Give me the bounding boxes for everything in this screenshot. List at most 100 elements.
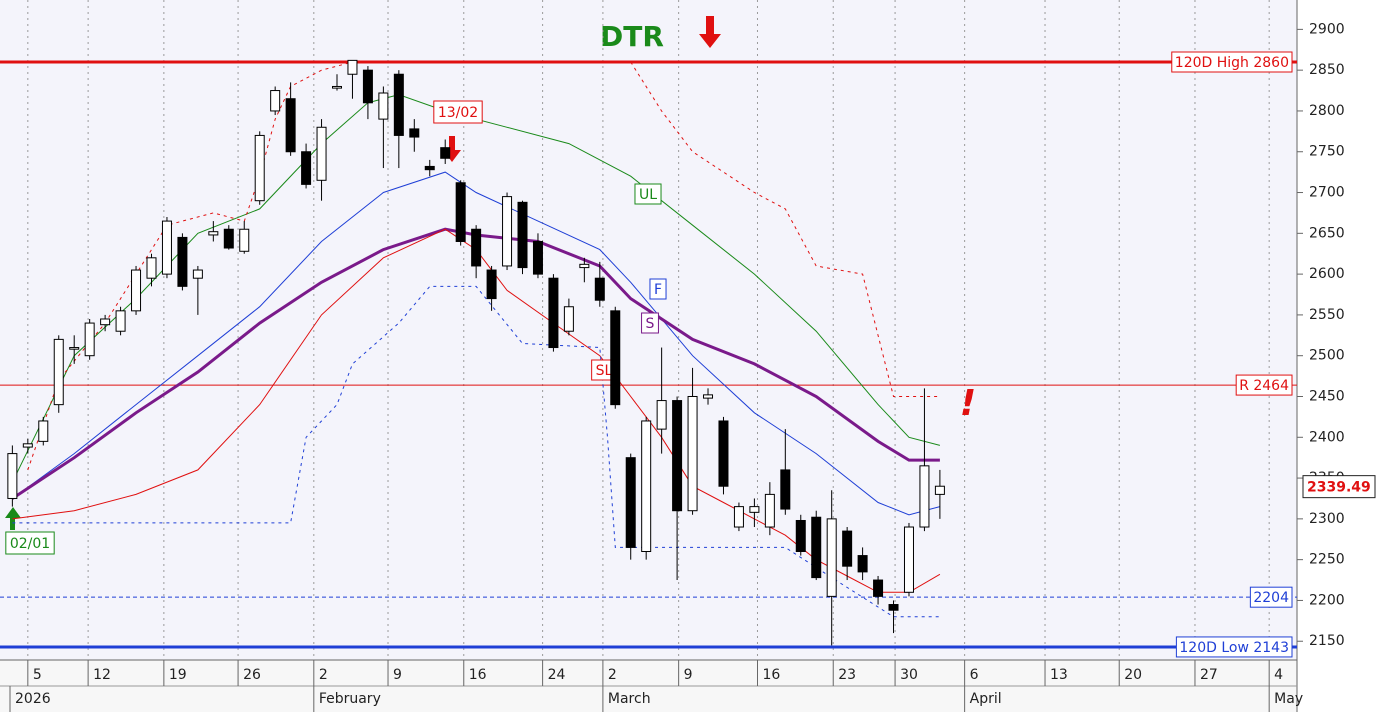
candle-body (7, 453, 18, 499)
x-tick-label: 24 (548, 667, 566, 683)
level-label-box (1249, 586, 1293, 608)
candle-body (517, 201, 528, 269)
x-tick-label: 30 (900, 667, 918, 683)
y-tick-label: 2600 (1309, 266, 1345, 282)
candle-body (610, 310, 621, 406)
x-tick-label: 16 (469, 667, 487, 683)
annotation: ! (960, 383, 976, 424)
candle-body (703, 394, 714, 399)
candle-body (579, 263, 590, 269)
candle-body (316, 126, 327, 181)
annotation: 13/02 (438, 105, 478, 121)
annotation-box (433, 100, 483, 124)
candle-body (131, 269, 142, 312)
last-price-label: 2339.49 (1307, 480, 1371, 496)
candle-body (826, 518, 837, 597)
x-tick-label: 27 (1200, 667, 1218, 683)
candle-body (764, 493, 775, 528)
series-label: S (646, 316, 655, 332)
candle-body (409, 128, 420, 138)
candle-body (919, 465, 930, 528)
x-tick-label: 13 (1050, 667, 1068, 683)
y-tick-label: 2450 (1309, 388, 1345, 404)
candle-body (285, 98, 296, 153)
chart-title: DTR (600, 20, 664, 53)
x-tick-label: 9 (684, 667, 693, 683)
candle-body (332, 85, 343, 89)
candle-body (192, 269, 203, 279)
y-tick-label: 2700 (1309, 185, 1345, 201)
candle-body (347, 59, 358, 75)
y-tick-label: 2750 (1309, 144, 1345, 160)
y-tick-label: 2250 (1309, 552, 1345, 568)
candle-body (115, 310, 126, 332)
candle-body (254, 134, 265, 202)
x-tick-label: 12 (93, 667, 111, 683)
x-tick-label: 16 (762, 667, 780, 683)
candle-body (795, 519, 806, 552)
candle-body (223, 228, 234, 249)
candle-body (687, 395, 698, 512)
series-label: UL (639, 187, 657, 203)
y-tick-label: 2300 (1309, 511, 1345, 527)
candle-body (641, 420, 652, 552)
series-label-box (641, 312, 659, 334)
candle-body (888, 604, 899, 611)
candle-body (38, 420, 49, 442)
x-tick-label: 5 (33, 667, 42, 683)
series-label-box (634, 183, 662, 205)
x-tick-label: 23 (838, 667, 856, 683)
candle-body (270, 90, 281, 112)
y-tick-label: 2900 (1309, 21, 1345, 37)
level-label-box (1175, 636, 1293, 658)
candle-body (208, 231, 219, 236)
x-tick-label: 4 (1274, 667, 1283, 683)
y-tick-label: 2800 (1309, 103, 1345, 119)
x-tick-label: 6 (970, 667, 979, 683)
candle-body (733, 506, 744, 528)
x-tick-label: 2 (319, 667, 328, 683)
y-axis-panel (1297, 0, 1376, 712)
level-label: R 2464 (1239, 378, 1289, 394)
candle-body (440, 147, 451, 159)
candle-body (161, 220, 172, 275)
candle-body (749, 506, 760, 513)
series-label: F (654, 282, 662, 298)
candle-body (594, 277, 605, 301)
last-price-box (1302, 475, 1376, 499)
candle-body (69, 347, 80, 350)
candle-body (873, 579, 884, 597)
candle-body (22, 443, 33, 448)
candle-body (548, 277, 559, 349)
candle-body (811, 516, 822, 579)
series-label-box (649, 278, 667, 300)
candle-body (672, 400, 683, 512)
month-label: 2026 (15, 691, 51, 707)
series-label: SL (596, 363, 613, 379)
candle-body (53, 338, 64, 406)
candle-body (780, 469, 791, 510)
candle-body (393, 73, 404, 136)
month-label: May (1274, 691, 1303, 707)
level-label-box (1171, 51, 1293, 73)
candle-body (718, 420, 729, 487)
level-label: 120D Low 2143 (1179, 640, 1289, 656)
candle-body (177, 236, 188, 287)
month-label: February (319, 691, 381, 707)
x-tick-label: 2 (608, 667, 617, 683)
x-tick-label: 26 (243, 667, 261, 683)
y-tick-label: 2500 (1309, 348, 1345, 364)
y-tick-label: 2650 (1309, 225, 1345, 241)
month-label: April (970, 691, 1002, 707)
candle-body (146, 257, 157, 279)
y-tick-label: 2200 (1309, 592, 1345, 608)
candle-body (100, 318, 111, 326)
candle-body (903, 526, 914, 593)
y-tick-label: 2550 (1309, 307, 1345, 323)
x-tick-label: 9 (393, 667, 402, 683)
candle-body (301, 151, 312, 185)
y-tick-label: 2400 (1309, 429, 1345, 445)
candle-body (84, 322, 95, 357)
candle-body (378, 92, 389, 120)
annotation-box (5, 531, 55, 555)
